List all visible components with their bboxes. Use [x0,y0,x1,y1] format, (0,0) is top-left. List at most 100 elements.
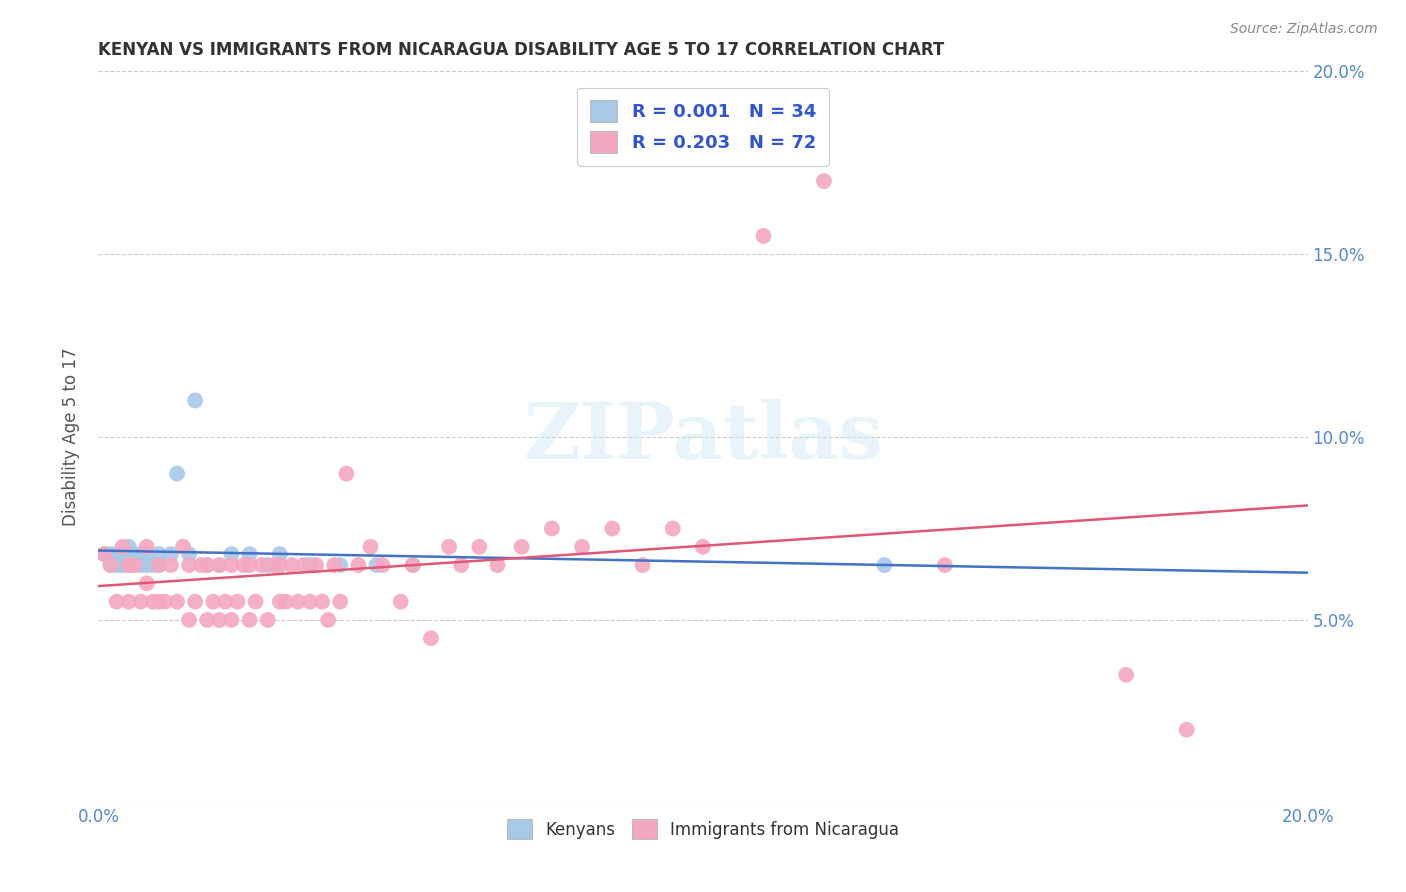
Point [195,558,218,573]
Point [160,558,183,573]
Point [468,540,491,554]
Point [486,558,509,573]
Point [571,540,593,554]
Point [221,558,243,573]
Point [299,594,322,608]
Point [631,558,654,573]
Point [287,594,309,608]
Point [93,547,115,561]
Point [111,558,134,573]
Point [269,594,291,608]
Point [184,393,207,408]
Point [274,594,297,608]
Point [269,558,291,573]
Point [118,594,141,608]
Point [124,558,146,573]
Point [323,558,346,573]
Point [105,558,128,573]
Point [347,558,370,573]
Point [100,558,122,573]
Point [250,558,273,573]
Point [366,558,388,573]
Point [129,594,152,608]
Point [190,558,212,573]
Point [873,558,896,573]
Point [226,594,249,608]
Point [256,613,278,627]
Point [437,540,460,554]
Point [148,558,170,573]
Point [135,547,157,561]
Point [214,594,236,608]
Point [263,558,285,573]
Point [305,558,328,573]
Point [118,540,141,554]
Point [105,547,128,561]
Point [179,547,201,561]
Point [239,613,262,627]
Point [195,558,218,573]
Point [129,547,152,561]
Point [813,174,835,188]
Point [402,558,425,573]
Point [93,547,115,561]
Point [292,558,315,573]
Point [208,558,231,573]
Point [100,558,122,573]
Point [105,594,128,608]
Point [934,558,956,573]
Point [540,521,562,535]
Point [602,521,624,535]
Point [118,558,141,573]
Point [360,540,382,554]
Point [752,229,775,244]
Point [135,558,157,573]
Point [142,558,165,573]
Legend: Kenyans, Immigrants from Nicaragua: Kenyans, Immigrants from Nicaragua [496,809,910,849]
Point [111,540,134,554]
Point [269,547,291,561]
Point [692,540,714,554]
Point [124,558,146,573]
Point [402,558,425,573]
Point [148,547,170,561]
Point [124,547,146,561]
Point [179,558,201,573]
Point [299,558,322,573]
Point [160,547,183,561]
Point [118,547,141,561]
Point [202,594,225,608]
Text: ZIPatlas: ZIPatlas [523,399,883,475]
Point [179,613,201,627]
Point [1175,723,1198,737]
Text: KENYAN VS IMMIGRANTS FROM NICARAGUA DISABILITY AGE 5 TO 17 CORRELATION CHART: KENYAN VS IMMIGRANTS FROM NICARAGUA DISA… [98,41,945,59]
Point [221,547,243,561]
Point [142,594,165,608]
Point [100,547,122,561]
Point [184,594,207,608]
Point [510,540,533,554]
Point [129,558,152,573]
Point [239,547,262,561]
Point [153,594,176,608]
Point [389,594,412,608]
Point [148,594,170,608]
Point [239,558,262,573]
Point [335,467,357,481]
Point [371,558,394,573]
Point [148,558,170,573]
Point [420,632,443,646]
Point [118,558,141,573]
Point [166,594,188,608]
Point [208,558,231,573]
Text: Source: ZipAtlas.com: Source: ZipAtlas.com [1230,22,1378,37]
Point [208,613,231,627]
Point [135,576,157,591]
Point [166,467,188,481]
Point [195,613,218,627]
Point [172,540,194,554]
Point [316,613,339,627]
Y-axis label: Disability Age 5 to 17: Disability Age 5 to 17 [62,348,80,526]
Point [311,594,333,608]
Point [1115,667,1137,681]
